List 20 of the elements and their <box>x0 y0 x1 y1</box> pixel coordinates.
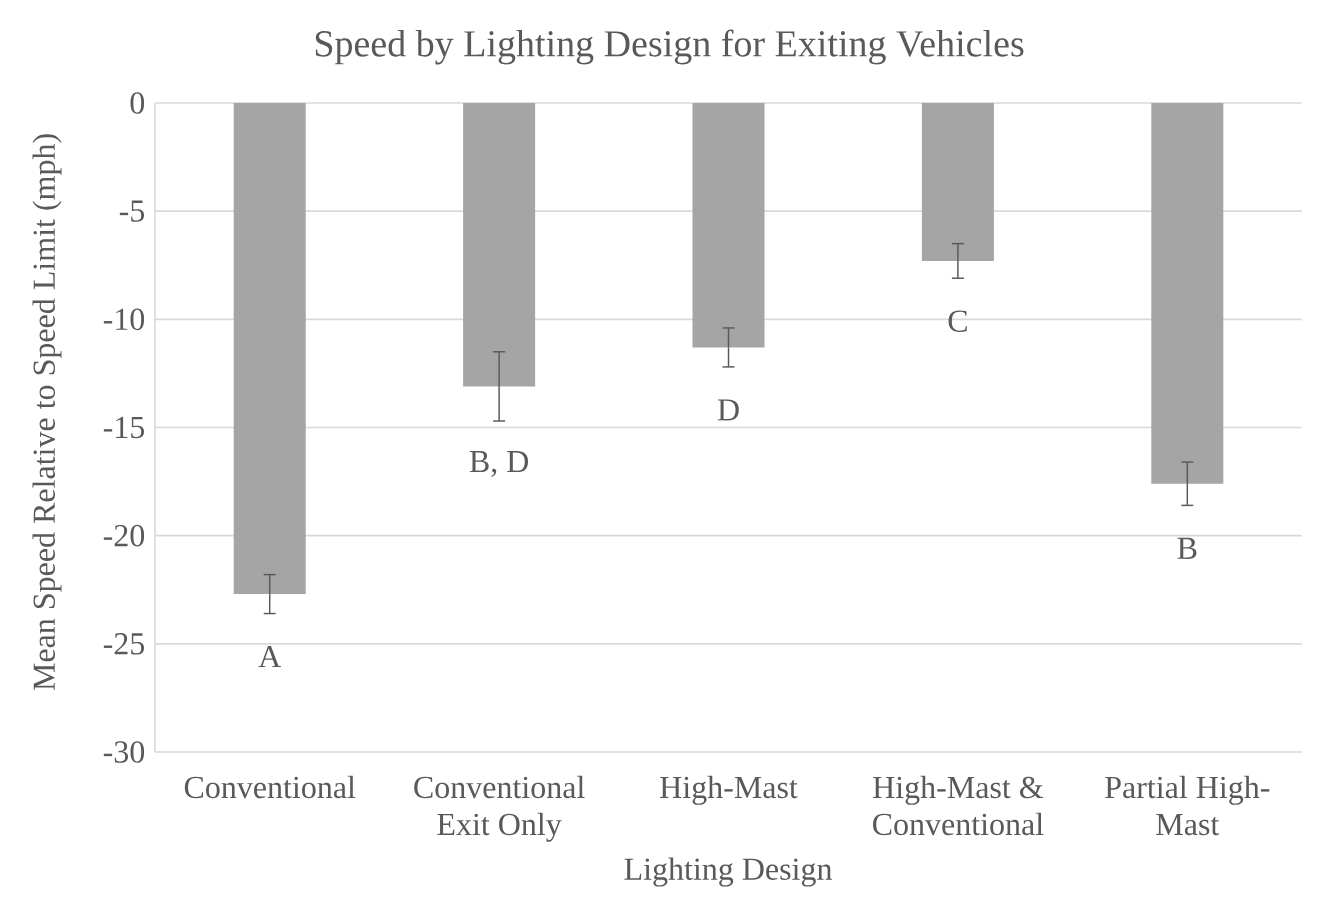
x-tick-label: Partial High-Mast <box>1105 775 1270 836</box>
y-tick-label: -10 <box>103 308 145 331</box>
y-tick-label: 0 <box>130 92 145 114</box>
annotation: C <box>948 310 967 332</box>
annotation: B <box>1177 537 1197 559</box>
chart-title: Speed by Lighting Design for Exiting Vehicles <box>315 29 1024 65</box>
x-tick-label: High-Mast <box>660 775 798 805</box>
annotation: D <box>717 399 739 421</box>
x-axis-title: Lighting Design <box>624 857 832 887</box>
y-tick-label: -20 <box>103 524 145 547</box>
y-tick-label: -5 <box>119 200 145 222</box>
x-tick-label: Conventional Exit Only <box>414 775 585 842</box>
y-tick-label: -25 <box>103 633 145 655</box>
annotation: B, D <box>469 451 529 477</box>
y-tick-label: -15 <box>103 416 145 439</box>
annotation: A <box>258 645 282 668</box>
x-tick-label: Conventional <box>184 775 356 799</box>
y-tick-label: -30 <box>103 741 145 763</box>
x-tick-label: High-Mast & Conventional <box>873 775 1044 836</box>
y-axis-title: Mean Speed Relative to Speed Limit (mph) <box>32 134 62 691</box>
